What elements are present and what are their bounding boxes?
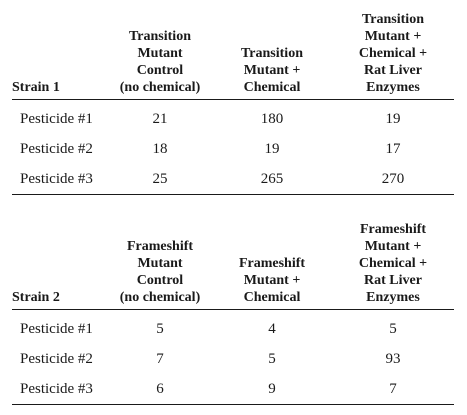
strain-1-table: Strain 1 Transition Mutant Control (no chem…	[12, 4, 454, 195]
column-header: Frameshift Mutant + Chemical + Rat Liver Enz…	[332, 214, 454, 310]
table-cell: 9	[212, 374, 332, 405]
table-row: Pesticide #2 18 19 17	[12, 134, 454, 164]
table-cell: 5	[156, 321, 164, 337]
table-row: Pesticide #3 6 9 7	[12, 374, 454, 405]
table-cell: 180	[260, 111, 284, 127]
table-cell: 19	[385, 111, 401, 127]
row-label: Pesticide #1	[20, 111, 93, 127]
column-header: Frameshift Mutant Control (no chemical)	[108, 214, 212, 310]
strain-header: Strain 1	[12, 4, 108, 100]
table-cell: 93	[385, 351, 401, 367]
table-header-row: Strain 2 Frameshift Mutant Control (no chem…	[12, 214, 454, 310]
table-cell: 25	[108, 164, 212, 195]
row-label: Pesticide #3	[12, 164, 108, 195]
table-cell: 265	[212, 164, 332, 195]
table-header-row: Strain 1 Transition Mutant Control (no chem…	[12, 4, 454, 100]
column-header: Frameshift Mutant + Chemical	[212, 214, 332, 310]
table-row: Pesticide #3 25 265 270	[12, 164, 454, 195]
strain-header: Strain 2	[12, 214, 108, 310]
row-label: Pesticide #2	[20, 351, 93, 367]
table-cell: 18	[152, 141, 168, 157]
table-row: Pesticide #1 21 180 19	[12, 100, 454, 135]
table-cell: 270	[332, 164, 454, 195]
table-row: Pesticide #2 7 5 93	[12, 344, 454, 374]
table-cell: 5	[389, 321, 397, 337]
row-label: Pesticide #3	[12, 374, 108, 405]
strain-2-table: Strain 2 Frameshift Mutant Control (no chem…	[12, 214, 454, 405]
table-cell: 6	[108, 374, 212, 405]
table-cell: 5	[268, 351, 276, 367]
table-cell: 21	[152, 111, 168, 127]
table-cell: 7	[156, 351, 164, 367]
table-cell: 17	[385, 141, 401, 157]
column-header: Transition Mutant Control (no chemical)	[108, 4, 212, 100]
table-cell: 7	[332, 374, 454, 405]
table-cell: 4	[268, 321, 276, 337]
column-header: Transition Mutant + Chemical	[212, 4, 332, 100]
row-label: Pesticide #1	[20, 321, 93, 337]
table-row: Pesticide #1 5 4 5	[12, 310, 454, 345]
row-label: Pesticide #2	[20, 141, 93, 157]
column-header: Transition Mutant + Chemical + Rat Liver Enz…	[332, 4, 454, 100]
table-cell: 19	[264, 141, 280, 157]
